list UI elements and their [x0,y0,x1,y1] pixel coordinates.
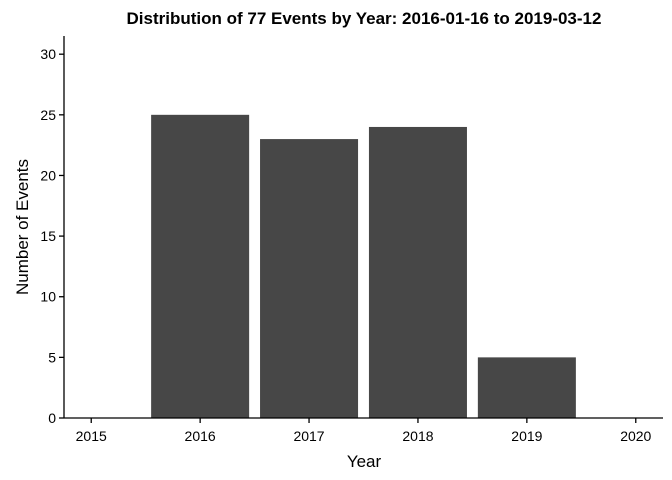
y-tick-label: 30 [40,46,56,62]
y-tick-label: 10 [40,289,56,305]
x-tick-label: 2020 [620,428,651,444]
bar-2016 [151,114,250,419]
x-tick-label: 2019 [511,428,542,444]
x-tick-label: 2015 [76,428,107,444]
bar-2019 [477,357,576,418]
bars-group [151,114,576,419]
x-tick-label: 2018 [402,428,433,444]
y-tick-label: 5 [48,349,56,365]
y-tick-label: 20 [40,167,56,183]
x-axis-ticks: 2015 2016 2017 2018 2019 2020 [76,418,652,444]
y-tick-label: 25 [40,107,56,123]
x-tick-label: 2016 [185,428,216,444]
y-axis-ticks: 0 5 10 15 20 25 30 [40,46,64,426]
x-tick-label: 2017 [293,428,324,444]
y-tick-label: 0 [48,410,56,426]
bar-2017 [260,139,359,419]
y-tick-label: 15 [40,228,56,244]
y-axis-title: Number of Events [13,159,32,295]
chart-title: Distribution of 77 Events by Year: 2016-… [127,9,602,28]
x-axis-title: Year [347,452,382,471]
bar-2018 [368,126,467,418]
